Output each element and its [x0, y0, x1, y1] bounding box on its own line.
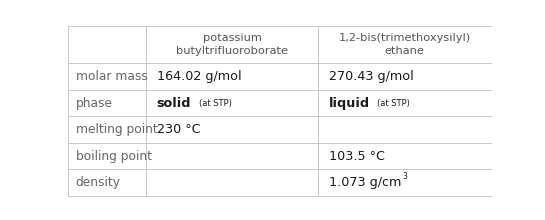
Text: 103.5 °C: 103.5 °C	[329, 150, 385, 163]
Text: solid: solid	[157, 97, 191, 110]
Text: 270.43 g/mol: 270.43 g/mol	[329, 70, 414, 83]
Text: density: density	[76, 176, 121, 189]
Text: phase: phase	[76, 97, 113, 110]
Text: 164.02 g/mol: 164.02 g/mol	[157, 70, 241, 83]
Text: (at STP): (at STP)	[199, 99, 232, 108]
Text: melting point: melting point	[76, 123, 158, 136]
Text: 230 °C: 230 °C	[157, 123, 201, 136]
Text: 1.073 g/cm: 1.073 g/cm	[329, 176, 401, 189]
Text: 3: 3	[402, 172, 407, 181]
Text: potassium
butyltrifluoroborate: potassium butyltrifluoroborate	[176, 33, 288, 57]
Text: molar mass: molar mass	[76, 70, 148, 83]
Text: (at STP): (at STP)	[378, 99, 410, 108]
Text: boiling point: boiling point	[76, 150, 152, 163]
Text: 1,2-bis(trimethoxysilyl)
ethane: 1,2-bis(trimethoxysilyl) ethane	[338, 33, 470, 57]
Text: liquid: liquid	[329, 97, 370, 110]
